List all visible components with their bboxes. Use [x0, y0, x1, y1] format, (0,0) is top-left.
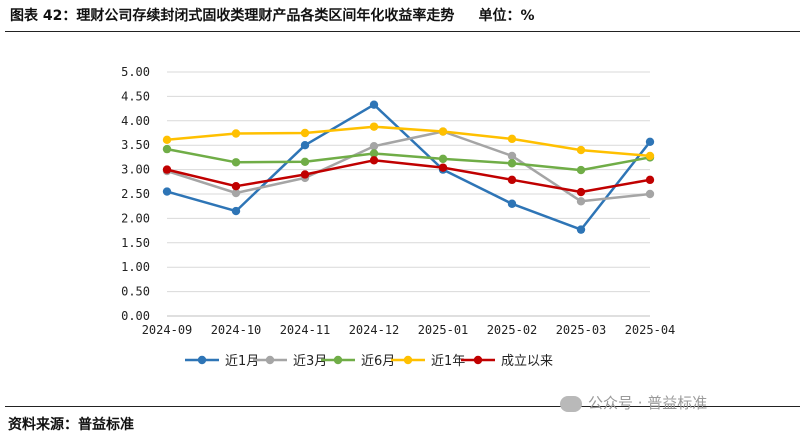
legend-item: 成立以来: [461, 354, 553, 369]
series-line: [166, 130, 651, 203]
legend-label: 近1月: [225, 354, 259, 369]
watermark: 公众号 · 普益标准: [560, 392, 707, 413]
series-line: [166, 125, 651, 158]
legend-marker: [197, 355, 207, 365]
x-tick-label: 2025-03: [556, 323, 607, 337]
data-point: [507, 175, 517, 185]
y-axis-ticks: 0.00 0.50 1.00 1.50 2.00 2.50 3.00 3.50 4.00 4.50…: [121, 65, 150, 323]
data-point: [576, 165, 586, 175]
data-point: [369, 122, 379, 131]
series-line: [166, 147, 651, 172]
data-point: [231, 129, 241, 138]
data-point: [507, 159, 517, 168]
data-point: [231, 181, 241, 191]
source-note: 资料来源：普益标准: [8, 417, 134, 433]
chart-title: 图表 42：理财公司存续封闭式固收类理财产品各类区间年化收益率走势: [10, 8, 455, 24]
data-point: [576, 225, 586, 234]
legend: 近1月 近3月 近6月 近1年 成立以来: [185, 354, 553, 369]
data-point: [231, 206, 241, 216]
y-tick-label: 5.00: [121, 65, 150, 79]
legend-item: 近1年: [391, 354, 465, 369]
x-tick-label: 2025-01: [418, 323, 469, 337]
data-point: [231, 158, 241, 167]
legend-item: 近6月: [321, 354, 395, 369]
data-point: [438, 154, 448, 164]
x-tick-label: 2025-04: [625, 323, 676, 337]
data-point: [300, 170, 310, 179]
x-tick-label: 2024-10: [211, 323, 262, 337]
series-line: [166, 159, 651, 194]
data-point: [162, 165, 172, 174]
data-point: [507, 151, 517, 161]
data-point: [369, 156, 379, 165]
data-point: [507, 134, 517, 144]
wechat-icon: [560, 395, 582, 412]
x-tick-label: 2024-09: [142, 323, 193, 337]
data-point: [300, 128, 310, 138]
legend-marker: [265, 355, 275, 365]
y-tick-label: 3.00: [121, 163, 150, 177]
data-point: [369, 100, 379, 109]
legend-label: 近6月: [361, 354, 395, 369]
legend-item: 近1月: [185, 354, 259, 369]
data-point: [645, 175, 655, 185]
y-tick-label: 2.50: [121, 187, 150, 201]
x-tick-label: 2025-02: [487, 323, 538, 337]
legend-item: 近3月: [253, 354, 327, 369]
y-tick-label: 2.00: [121, 211, 150, 225]
legend-marker: [473, 355, 483, 365]
legend-label: 近3月: [293, 354, 327, 369]
data-point: [507, 199, 517, 208]
data-point: [576, 145, 586, 155]
series-line: [166, 103, 651, 231]
data-point: [576, 197, 586, 206]
grid-lines: [167, 71, 650, 317]
chart-title-bar: 图表 42：理财公司存续封闭式固收类理财产品各类区间年化收益率走势 单位：%: [10, 2, 800, 30]
legend-label: 近1年: [431, 354, 465, 369]
data-point: [300, 141, 310, 150]
y-tick-label: 0.00: [121, 309, 150, 323]
y-tick-label: 0.50: [121, 285, 150, 299]
y-tick-label: 1.50: [121, 236, 150, 250]
data-point: [438, 163, 448, 172]
data-point: [162, 187, 172, 196]
data-point: [369, 149, 379, 158]
watermark-text: 公众号 · 普益标准: [588, 394, 708, 412]
data-point: [162, 144, 172, 154]
data-point: [438, 127, 448, 136]
title-divider: [5, 31, 800, 32]
series-lines: [162, 100, 655, 234]
series-3: [162, 122, 655, 161]
data-point: [576, 187, 586, 197]
y-tick-label: 3.50: [121, 138, 150, 152]
data-point: [231, 188, 241, 198]
x-tick-label: 2024-11: [280, 323, 331, 337]
data-point: [162, 135, 172, 145]
legend-label: 成立以来: [501, 354, 553, 369]
footer-divider: [5, 406, 800, 407]
data-point: [369, 141, 379, 151]
data-point: [645, 151, 655, 161]
unit-label: 单位：%: [478, 8, 535, 24]
y-tick-label: 1.00: [121, 260, 150, 274]
legend-marker: [333, 355, 343, 365]
data-point: [645, 137, 655, 146]
x-axis-ticks: 2024-09 2024-10 2024-11 2024-12 2025-01 2025-…: [142, 323, 676, 337]
y-tick-label: 4.00: [121, 114, 150, 128]
legend-marker: [403, 355, 413, 365]
y-tick-label: 4.50: [121, 89, 150, 103]
data-point: [300, 157, 310, 166]
x-tick-label: 2024-12: [349, 323, 400, 337]
series-4: [162, 156, 655, 197]
data-point: [645, 189, 655, 199]
